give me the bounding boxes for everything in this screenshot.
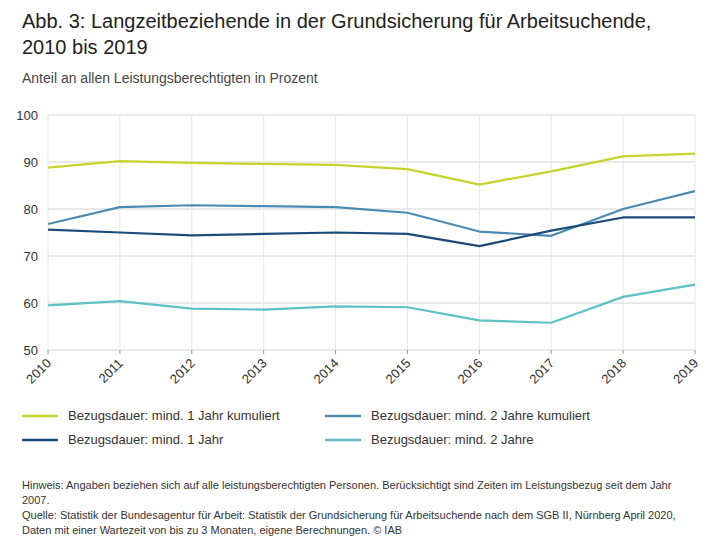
y-tick-label: 60 (24, 296, 38, 311)
grid-line (551, 115, 552, 350)
legend-label: Bezugsdauer: mind. 2 Jahre (371, 432, 534, 447)
x-tick (695, 350, 696, 354)
grid-line (191, 115, 192, 350)
note: Quelle: Statistik der Bundesagentur für … (22, 508, 692, 538)
x-tick-label: 2014 (311, 356, 342, 387)
x-tick-label: 2017 (526, 356, 557, 387)
x-tick (407, 350, 408, 354)
x-tick-label: 2010 (23, 356, 54, 387)
x-tick-label: 2013 (239, 356, 270, 387)
x-tick (479, 350, 480, 354)
grid-line (48, 115, 695, 116)
y-tick-label: 90 (24, 155, 38, 170)
y-tick-label: 70 (24, 249, 38, 264)
series-line (48, 285, 695, 323)
y-tick-label: 100 (16, 108, 38, 123)
x-tick-label: 2015 (383, 356, 414, 387)
x-tick-label: 2012 (167, 356, 198, 387)
grid-line (623, 115, 624, 350)
legend-label: Bezugsdauer: mind. 1 Jahr (68, 432, 224, 447)
lines (48, 154, 695, 323)
grid-line (48, 115, 49, 350)
x-tick-label: 2011 (96, 356, 126, 386)
grid-line (263, 115, 264, 350)
x-tick (551, 350, 552, 354)
legend-swatch (325, 439, 361, 442)
grid-line (407, 115, 408, 350)
x-tick (119, 350, 120, 354)
legend: Bezugsdauer: mind. 1 Jahr kumuliert Bezug… (22, 408, 590, 447)
grid-line (695, 115, 696, 350)
series-line (48, 217, 695, 246)
legend-swatch (22, 415, 58, 418)
x-tick (48, 350, 49, 354)
x-tick-label: 2018 (598, 356, 629, 387)
grid-line (48, 350, 695, 351)
series-line (48, 191, 695, 236)
grid (48, 115, 695, 350)
title: Abb. 3: Langzeitbeziehende in der Grunds… (22, 8, 672, 60)
x-tick (623, 350, 624, 354)
chart: 50 60 70 80 90 100 2010 2011 2012 2013 2014 2015 201… (0, 0, 710, 552)
x-tick (191, 350, 192, 354)
subtitle: Anteil an allen Leistungsberechtigten in… (22, 70, 318, 86)
x-tick-label: 2019 (670, 356, 701, 387)
x-tick (335, 350, 336, 354)
note: Hinweis: Angaben beziehen sich auf alle … (22, 478, 692, 508)
legend-swatch (325, 415, 361, 418)
x-tick-label: 2016 (454, 356, 485, 387)
y-tick-label: 80 (24, 202, 38, 217)
series-line (48, 154, 695, 185)
y-tick-label: 50 (24, 343, 38, 358)
legend-label: Bezugsdauer: mind. 1 Jahr kumuliert (68, 408, 280, 423)
grid-line (48, 256, 695, 257)
legend-label: Bezugsdauer: mind. 2 Jahre kumuliert (371, 408, 590, 423)
x-tick (263, 350, 264, 354)
legend-swatch (22, 439, 58, 442)
